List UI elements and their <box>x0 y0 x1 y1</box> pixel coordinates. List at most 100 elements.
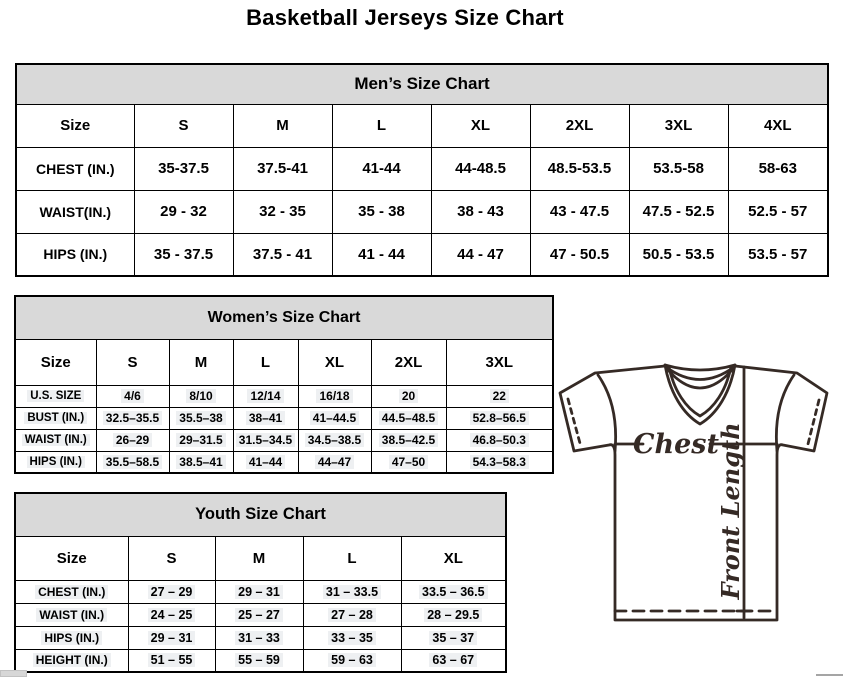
table-cell: 35 - 38 <box>331 189 432 234</box>
cell-value: 31.5–34.5 <box>235 433 296 447</box>
cell-value: 35.5–38 <box>176 411 226 425</box>
column-header: M <box>214 535 304 581</box>
cell-value: 24 – 25 <box>147 607 196 622</box>
cell-value: HEIGHT (IN.) <box>32 653 111 668</box>
cell-value: 38–41 <box>245 411 286 425</box>
table-cell: 48.5-53.5 <box>529 146 630 191</box>
row-label: WAIST(IN.) <box>15 189 135 234</box>
table-cell: 31.5–34.5 <box>232 428 299 452</box>
column-header: 3XL <box>628 103 729 148</box>
column-header: S <box>127 535 216 581</box>
cell-value: HIPS (IN.) <box>41 630 103 645</box>
table-cell: 24 – 25 <box>127 602 216 627</box>
table-cell: 47 - 50.5 <box>529 232 630 277</box>
table-cell: 53.5-58 <box>628 146 729 191</box>
table-cell: 55 – 59 <box>214 648 304 673</box>
cell-value: 46.8–50.3 <box>469 433 529 447</box>
column-header: 2XL <box>529 103 630 148</box>
cell-value: 41–44.5 <box>309 411 360 425</box>
row-label: HIPS (IN.) <box>14 450 97 474</box>
row-label: CHEST (IN.) <box>14 579 129 604</box>
cell-value: 44.5–48.5 <box>378 411 439 425</box>
table-cell: 32 - 35 <box>232 189 333 234</box>
table-header-row: Size S M L XL <box>14 535 507 581</box>
sleeve-seam-left <box>596 373 617 453</box>
mens-table-title: Men’s Size Chart <box>15 63 829 105</box>
table-cell: 31 – 33 <box>214 625 304 650</box>
row-label: WAIST (IN.) <box>14 428 97 452</box>
table-cell: 22 <box>445 384 554 408</box>
cell-value: 27 – 28 <box>328 607 376 622</box>
table-cell: 41–44 <box>232 450 299 474</box>
table-row: WAIST (IN.) 26–29 29–31.5 31.5–34.5 34.5… <box>14 428 554 452</box>
womens-size-chart-table: Women’s Size Chart Size S M L XL 2XL 3XL… <box>14 295 555 474</box>
cell-value: 16/18 <box>316 389 353 403</box>
table-cell: 58-63 <box>727 146 829 191</box>
table-cell: 28 – 29.5 <box>400 602 507 627</box>
table-cell: 59 – 63 <box>302 648 402 673</box>
youth-size-chart-table: Youth Size Chart Size S M L XL CHEST (IN… <box>14 492 508 673</box>
table-cell: 27 – 28 <box>302 602 402 627</box>
row-label: HEIGHT (IN.) <box>14 648 129 673</box>
table-cell: 34.5–38.5 <box>297 428 372 452</box>
front-length-measure-line <box>735 365 753 620</box>
cell-value: 34.5–38.5 <box>304 433 365 447</box>
table-cell: 44 - 47 <box>430 232 531 277</box>
cell-value: 22 <box>489 389 509 403</box>
table-cell: 51 – 55 <box>127 648 216 673</box>
column-header: L <box>331 103 432 148</box>
cell-value: 38.5–41 <box>176 454 226 469</box>
table-row: WAIST(IN.) 29 - 32 32 - 35 35 - 38 38 - … <box>15 189 829 234</box>
chest-label: Chest <box>633 429 719 460</box>
table-caption-row: Men’s Size Chart <box>15 63 829 105</box>
row-label: HIPS (IN.) <box>15 232 135 277</box>
table-cell: 32.5–35.5 <box>95 406 170 430</box>
cell-value: HIPS (IN.) <box>26 455 85 468</box>
cell-value: 47–50 <box>388 454 429 469</box>
table-row: HEIGHT (IN.) 51 – 55 55 – 59 59 – 63 63 … <box>14 648 507 673</box>
cell-value: WAIST (IN.) <box>21 434 90 446</box>
cell-value: BUST (IN.) <box>24 412 88 424</box>
cell-value: 52.8–56.5 <box>469 411 529 425</box>
column-header: L <box>232 338 299 386</box>
table-cell: 50.5 - 53.5 <box>628 232 729 277</box>
cell-value: 35 – 37 <box>429 630 478 645</box>
column-header: Size <box>15 103 135 148</box>
table-cell: 41 - 44 <box>331 232 432 277</box>
row-label: HIPS (IN.) <box>14 625 129 650</box>
table-cell: 46.8–50.3 <box>445 428 554 452</box>
cell-value: 26–29 <box>112 433 153 447</box>
column-header: 4XL <box>727 103 829 148</box>
column-header: M <box>232 103 333 148</box>
table-cell: 33.5 – 36.5 <box>400 579 507 604</box>
cell-value: 4/6 <box>121 389 144 403</box>
table-cell: 35.5–58.5 <box>95 450 170 474</box>
cuff-stitch-left <box>566 397 583 449</box>
table-cell: 35-37.5 <box>133 146 234 191</box>
table-cell: 47.5 - 52.5 <box>628 189 729 234</box>
cell-value: 55 – 59 <box>235 653 283 668</box>
column-header: M <box>168 338 234 386</box>
cell-value: 28 – 29.5 <box>424 607 483 622</box>
collar-back <box>663 363 737 390</box>
table-cell: 44–47 <box>297 450 372 474</box>
table-cell: 12/14 <box>232 384 299 408</box>
table-row: HIPS (IN.) 35.5–58.5 38.5–41 41–44 44–47… <box>14 450 554 474</box>
cell-value: U.S. SIZE <box>27 390 85 402</box>
youth-table-title: Youth Size Chart <box>14 492 507 537</box>
table-cell: 25 – 27 <box>214 602 304 627</box>
table-cell: 20 <box>370 384 447 408</box>
cell-value: 63 – 67 <box>429 653 478 668</box>
table-cell: 52.5 - 57 <box>727 189 829 234</box>
table-row: U.S. SIZE 4/6 8/10 12/14 16/18 20 22 <box>14 384 554 408</box>
table-cell: 35.5–38 <box>168 406 234 430</box>
table-cell: 33 – 35 <box>302 625 402 650</box>
cell-value: 41–44 <box>245 454 286 469</box>
page-title: Basketball Jerseys Size Chart <box>246 5 564 30</box>
column-header: 3XL <box>445 338 554 386</box>
table-cell: 31 – 33.5 <box>302 579 402 604</box>
column-header: L <box>302 535 402 581</box>
table-row: WAIST (IN.) 24 – 25 25 – 27 27 – 28 28 –… <box>14 602 507 627</box>
table-cell: 44.5–48.5 <box>370 406 447 430</box>
